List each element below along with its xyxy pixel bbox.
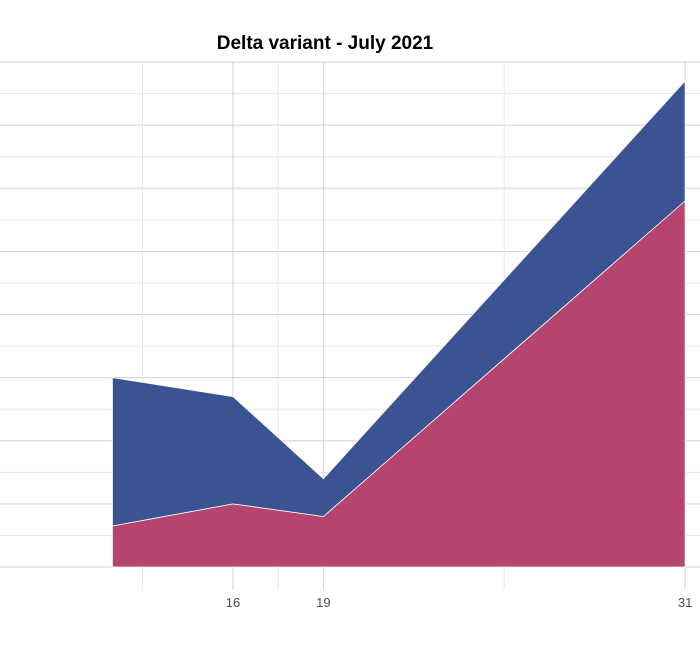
x-tick-label: 16 (226, 595, 240, 610)
area-series (112, 79, 686, 568)
x-tick-label: 19 (316, 595, 330, 610)
x-axis-ticks: 16 19 31 (226, 595, 693, 610)
area-series-2 (112, 79, 686, 527)
x-tick-label: 31 (678, 595, 692, 610)
chart-title: Delta variant - July 2021 (217, 33, 434, 54)
